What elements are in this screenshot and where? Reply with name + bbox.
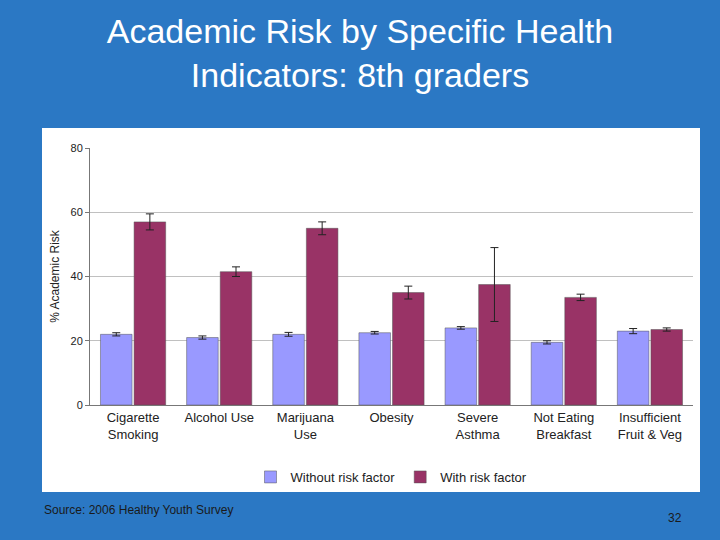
svg-text:CigaretteSmoking: CigaretteSmoking [107, 410, 160, 442]
svg-text:Academic Risk by Specific Heal: Academic Risk by Specific HealthIndicato… [107, 12, 613, 94]
svg-text:InsufficientFruit & Veg: InsufficientFruit & Veg [618, 410, 682, 442]
svg-text:Not EatingBreakfast: Not EatingBreakfast [533, 410, 594, 442]
svg-text:Without risk factor: Without risk factor [291, 470, 396, 485]
svg-text:Alcohol Use: Alcohol Use [185, 410, 254, 425]
svg-text:Obesity: Obesity [369, 410, 414, 425]
svg-text:40: 40 [71, 270, 83, 282]
svg-text:20: 20 [71, 335, 83, 347]
svg-text:SevereAsthma: SevereAsthma [456, 410, 501, 442]
svg-text:Source: 2006 Healthy Youth Sur: Source: 2006 Healthy Youth Survey [44, 503, 233, 517]
svg-text:80: 80 [71, 142, 83, 154]
svg-text:MarijuanaUse: MarijuanaUse [277, 410, 335, 442]
svg-text:With risk factor: With risk factor [440, 470, 527, 485]
svg-text:60: 60 [71, 206, 83, 218]
svg-text:0: 0 [77, 399, 83, 411]
svg-text:32: 32 [668, 511, 682, 525]
svg-text:% Academic Risk: % Academic Risk [48, 229, 62, 323]
